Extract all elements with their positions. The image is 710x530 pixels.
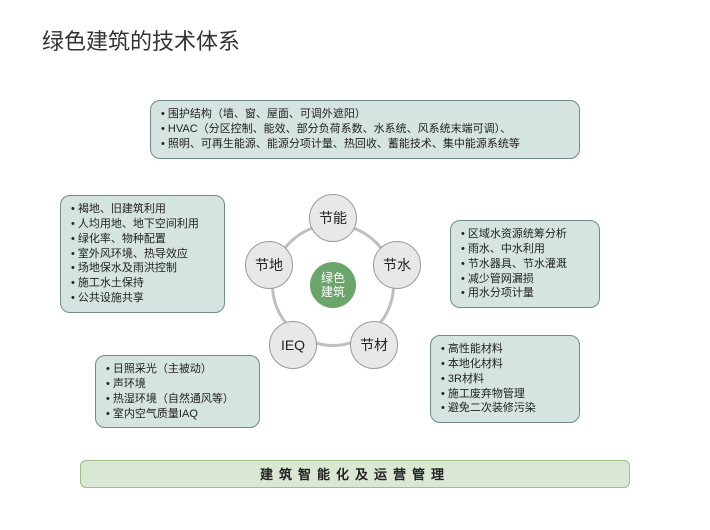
center-node: 绿色建筑: [310, 262, 356, 308]
list-item: 公共设施共享: [71, 291, 214, 306]
box-right-upper-list: 区域水资源统筹分析雨水、中水利用节水器具、节水灌溉减少管网漏损用水分项计量: [461, 227, 589, 301]
node-land: 节地: [245, 241, 293, 289]
list-item: 雨水、中水利用: [461, 242, 589, 257]
list-item: 避免二次装修污染: [441, 401, 569, 416]
node-energy: 节能: [309, 194, 357, 242]
node-material-label: 节材: [360, 335, 388, 355]
list-item: HVAC（分区控制、能效、部分负荷系数、水系统、风系统末端可调）、: [161, 122, 569, 137]
list-item: 高性能材料: [441, 342, 569, 357]
node-land-label: 节地: [255, 255, 283, 275]
center-node-label: 绿色建筑: [321, 271, 345, 300]
footer-bar: 建筑智能化及运营管理: [80, 460, 630, 488]
node-water-label: 节水: [383, 255, 411, 275]
list-item: 绿化率、物种配置: [71, 232, 214, 247]
box-top: 围护结构（墙、窗、屋面、可调外遮阳）HVAC（分区控制、能效、部分负荷系数、水系…: [150, 100, 580, 159]
list-item: 人均用地、地下空间利用: [71, 217, 214, 232]
list-item: 声环境: [106, 377, 249, 392]
box-left-lower-list: 日照采光（主被动）声环境热湿环境（自然通风等）室内空气质量IAQ: [106, 362, 249, 421]
list-item: 围护结构（墙、窗、屋面、可调外遮阳）: [161, 107, 569, 122]
node-energy-label: 节能: [319, 208, 347, 228]
list-item: 热湿环境（自然通风等）: [106, 392, 249, 407]
node-water: 节水: [373, 241, 421, 289]
node-ieq: IEQ: [269, 321, 317, 369]
list-item: 场地保水及雨洪控制: [71, 261, 214, 276]
node-ieq-label: IEQ: [281, 337, 305, 353]
box-left-upper-list: 褐地、旧建筑利用人均用地、地下空间利用绿化率、物种配置室外风环境、热导效应场地保…: [71, 202, 214, 306]
box-right-lower: 高性能材料本地化材料3R材料施工废弃物管理避免二次装修污染: [430, 335, 580, 423]
list-item: 施工水土保持: [71, 276, 214, 291]
list-item: 褐地、旧建筑利用: [71, 202, 214, 217]
list-item: 减少管网漏损: [461, 272, 589, 287]
list-item: 用水分项计量: [461, 286, 589, 301]
list-item: 区域水资源统筹分析: [461, 227, 589, 242]
list-item: 照明、可再生能源、能源分项计量、热回收、蓄能技术、集中能源系统等: [161, 137, 569, 152]
page-title: 绿色建筑的技术体系: [42, 24, 240, 56]
box-left-upper: 褐地、旧建筑利用人均用地、地下空间利用绿化率、物种配置室外风环境、热导效应场地保…: [60, 195, 225, 313]
box-right-lower-list: 高性能材料本地化材料3R材料施工废弃物管理避免二次装修污染: [441, 342, 569, 416]
list-item: 节水器具、节水灌溉: [461, 257, 589, 272]
list-item: 施工废弃物管理: [441, 387, 569, 402]
list-item: 3R材料: [441, 372, 569, 387]
box-top-list: 围护结构（墙、窗、屋面、可调外遮阳）HVAC（分区控制、能效、部分负荷系数、水系…: [161, 107, 569, 152]
box-left-lower: 日照采光（主被动）声环境热湿环境（自然通风等）室内空气质量IAQ: [95, 355, 260, 428]
box-right-upper: 区域水资源统筹分析雨水、中水利用节水器具、节水灌溉减少管网漏损用水分项计量: [450, 220, 600, 308]
list-item: 室内空气质量IAQ: [106, 407, 249, 422]
node-material: 节材: [350, 321, 398, 369]
list-item: 室外风环境、热导效应: [71, 247, 214, 262]
list-item: 日照采光（主被动）: [106, 362, 249, 377]
list-item: 本地化材料: [441, 357, 569, 372]
